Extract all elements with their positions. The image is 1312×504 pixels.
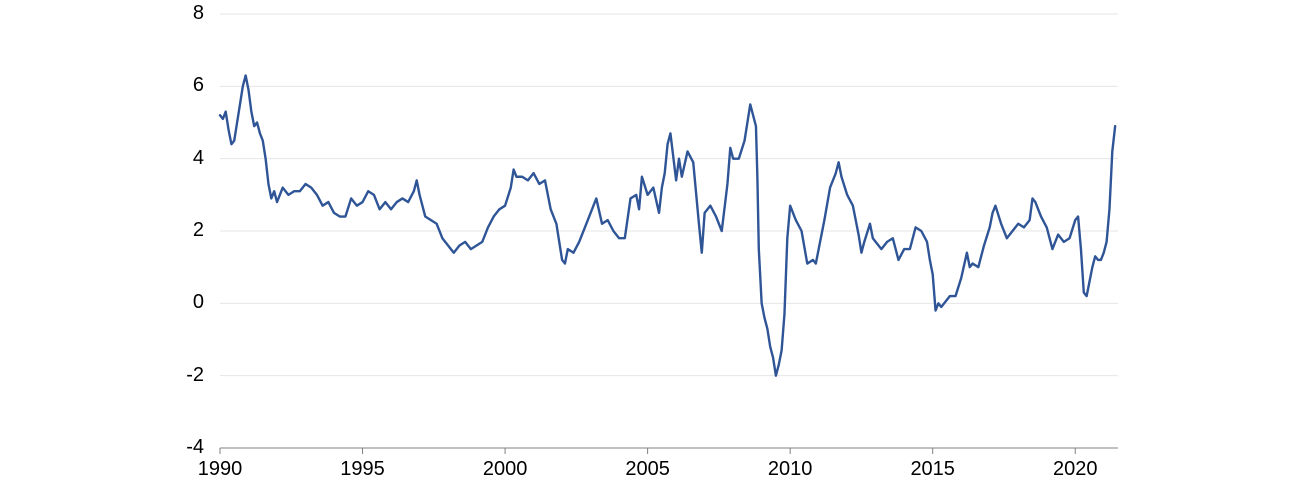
x-tick-label: 2000 xyxy=(483,458,528,481)
x-tick-label: 1995 xyxy=(340,458,385,481)
x-tick-label: 2005 xyxy=(625,458,670,481)
x-tick-label: 2015 xyxy=(910,458,955,481)
x-tick-label: 2020 xyxy=(1053,458,1098,481)
chart-container: -4-2024681990199520002005201020152020 xyxy=(0,0,1312,504)
series-rate xyxy=(220,75,1115,375)
x-tick-label: 1990 xyxy=(198,458,243,481)
x-tick-label: 2010 xyxy=(768,458,813,481)
